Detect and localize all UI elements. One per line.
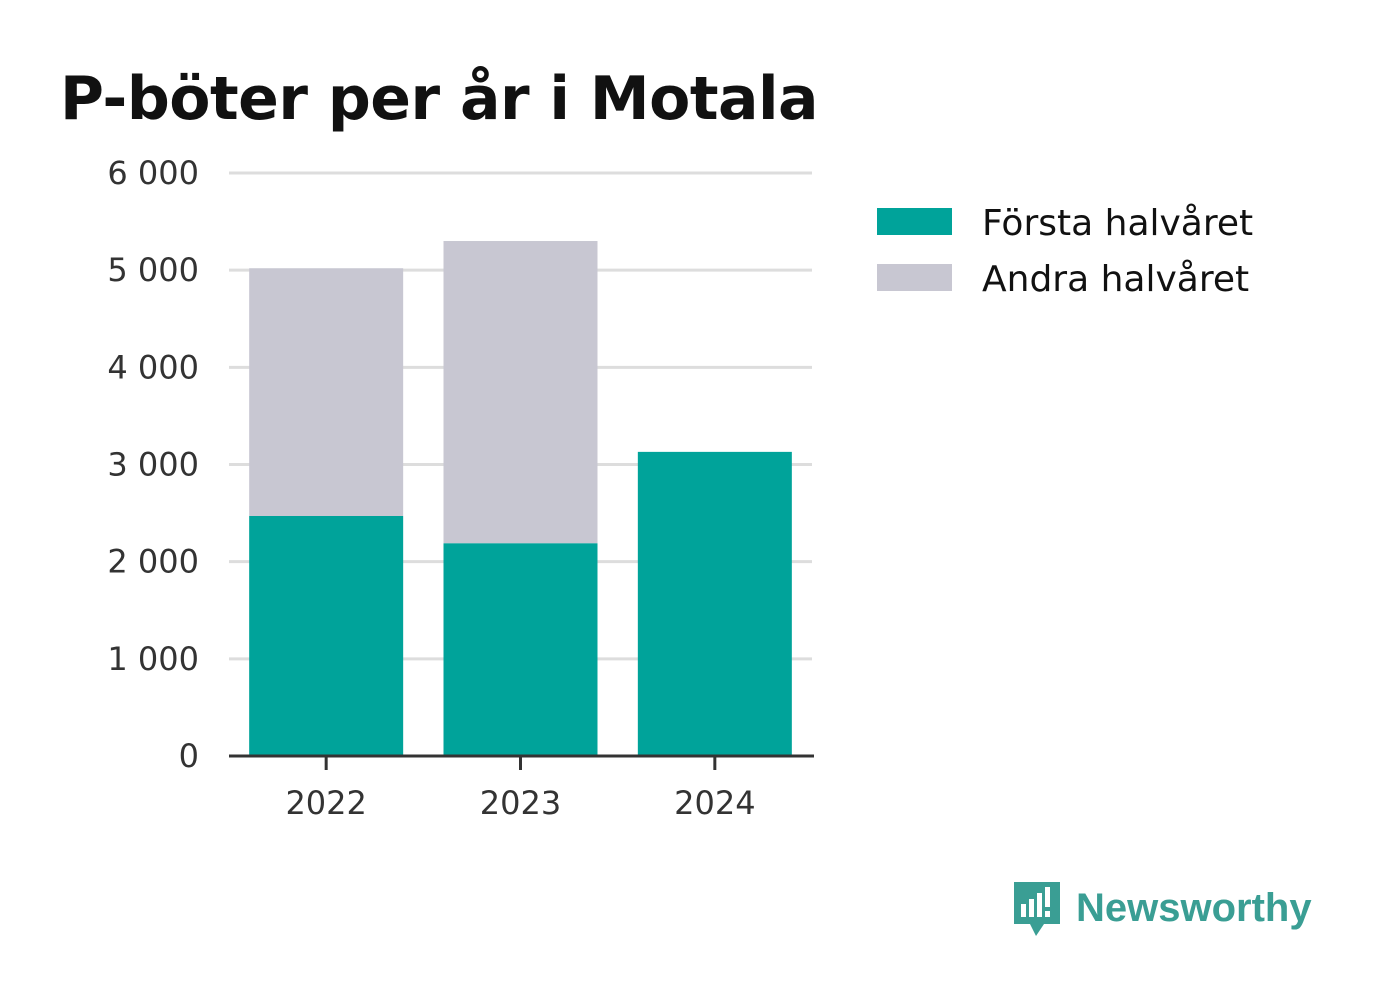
- bar-2022-series-1: [249, 268, 404, 516]
- y-tick-label: 6 000: [107, 154, 199, 192]
- legend-swatch: [877, 264, 952, 291]
- y-tick-label: 0: [179, 737, 199, 775]
- y-tick-label: 5 000: [107, 251, 199, 289]
- bar-chart: 0 1 000 2 000 3 000 4 000 5 000 6 000 2022 2023…: [107, 154, 1253, 822]
- x-axis: 2022 2023 2024: [229, 754, 814, 822]
- x-tick-label: 2024: [674, 784, 755, 822]
- x-tick-label: 2022: [285, 784, 366, 822]
- legend-label: Första halvåret: [982, 203, 1253, 244]
- y-tick-label: 3 000: [107, 446, 199, 484]
- legend: Första halvåret Andra halvåret: [877, 203, 1253, 300]
- x-tick-label: 2023: [480, 784, 561, 822]
- y-axis-ticks: 0 1 000 2 000 3 000 4 000 5 000 6 000: [107, 154, 199, 775]
- y-tick-label: 1 000: [107, 640, 199, 678]
- legend-label: Andra halvåret: [982, 259, 1249, 300]
- bar-2023-series-1: [443, 241, 598, 544]
- brand-name: Newsworthy: [1076, 885, 1312, 930]
- y-tick-label: 2 000: [107, 543, 199, 581]
- newsworthy-logo: Newsworthy: [1012, 878, 1312, 938]
- bars: [249, 241, 792, 756]
- legend-swatch: [877, 208, 952, 235]
- bar-2023-series-0: [443, 543, 598, 756]
- y-tick-label: 4 000: [107, 348, 199, 386]
- chart-title: P-böter per år i Motala: [60, 64, 819, 134]
- bar-2024-series-0: [637, 451, 792, 756]
- bar-2022-series-0: [249, 515, 404, 756]
- bar-chart-speech-bubble-icon: [1014, 882, 1060, 936]
